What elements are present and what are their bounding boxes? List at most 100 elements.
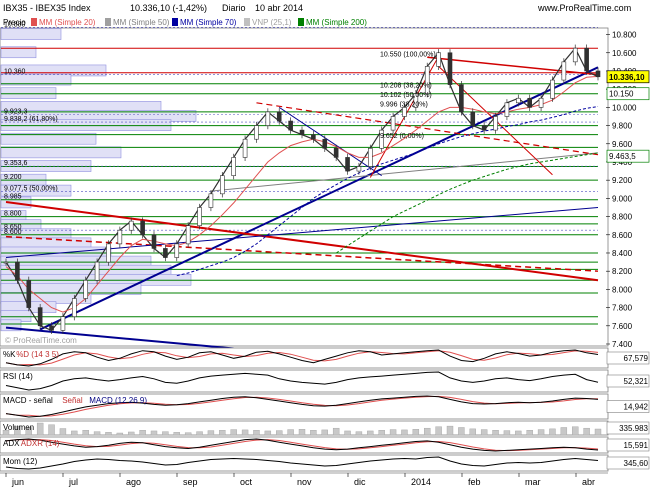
level-tag-value: 10.150	[609, 90, 634, 99]
volume-bar	[219, 430, 226, 436]
volume-bar	[93, 431, 101, 436]
price-candle-body	[584, 47, 589, 72]
indicator-last-value: 15,591	[624, 441, 649, 450]
price-candle-body	[424, 66, 430, 95]
price-candle-body	[527, 97, 532, 108]
volume-bar	[36, 422, 44, 436]
price-candle-body	[3, 261, 9, 264]
y-tick-label: 7.800	[612, 304, 633, 313]
price-candle-body	[37, 307, 43, 327]
volume-bar	[469, 428, 476, 436]
indicator-panel: ADX ADXR (14) 15,591	[0, 436, 650, 454]
volume-bar	[253, 430, 260, 436]
x-tick-label: 2014	[411, 477, 431, 487]
price-series	[3, 44, 601, 334]
price-candle-body	[459, 84, 464, 113]
last-quote: 10.336,10 (-1,42%)	[130, 3, 207, 13]
indicator-value-tag	[606, 400, 650, 413]
legend-ma50: MM (Simple 50)	[113, 18, 170, 27]
indicator-signal-line	[5, 350, 599, 366]
level-label: 8.600	[4, 229, 22, 236]
x-axis: jun jul ago sep oct nov dic 2014 feb mar abr	[0, 472, 608, 487]
price-candle-body	[402, 107, 407, 117]
volume-bar	[424, 427, 431, 436]
y-tick-label: 10.000	[612, 103, 637, 112]
volume-bar	[572, 426, 579, 436]
indicator-panel: RSI (14) 52,321	[0, 369, 650, 393]
volume-bar	[412, 429, 420, 436]
volume-profile-bar	[0, 46, 37, 59]
price-candle-body	[493, 116, 498, 131]
price-candle-body	[26, 279, 32, 308]
price-candle-body	[516, 97, 521, 104]
downtrend-dashed-line	[5, 235, 599, 272]
indicator-line	[5, 371, 599, 391]
indicator-label: ADX	[3, 439, 20, 448]
downtrend-line	[5, 201, 599, 282]
x-tick-label: oct	[240, 477, 253, 487]
price-candle-body	[140, 220, 145, 236]
indicator-last-value: 335.983	[619, 424, 648, 433]
price-panel-frame	[0, 27, 609, 347]
chart-header: IBX35 - IBEX35 Index 10.336,10 (-1,42%) …	[3, 3, 631, 13]
date-label: 10 abr 2014	[255, 3, 303, 13]
y-tick-label: 9.200	[612, 176, 633, 185]
right-axis-tags: 10.336,10 10.150 9.463,5	[606, 70, 650, 163]
volume-bar	[560, 427, 568, 436]
support-resistance-lines	[1, 26, 598, 325]
y-tick-label: 9.600	[612, 140, 633, 149]
indicator-line	[5, 438, 599, 452]
indicator-label-3: MACD (12 26 9)	[89, 396, 147, 405]
price-candle-body	[60, 316, 66, 331]
indicator-label: Volumen	[3, 423, 34, 432]
x-tick-label: ago	[126, 477, 141, 487]
y-tick-label: 8.400	[612, 249, 633, 258]
x-tick-label: nov	[297, 477, 312, 487]
fib-label: 10.102 (50,00%)	[380, 92, 432, 99]
indicator-line	[5, 349, 599, 367]
volume-bar	[492, 430, 499, 436]
volume-bar	[162, 431, 169, 436]
volume-bar	[378, 430, 385, 436]
volume-bar	[583, 427, 590, 436]
level-label: 8.985	[4, 194, 22, 201]
volume-profile-bar	[0, 184, 72, 197]
volume-bar	[515, 430, 522, 436]
volume-bar	[82, 430, 89, 436]
volume-bar	[139, 430, 146, 436]
indicator-panel: %K %D (14 3 5) 67,579	[0, 347, 650, 369]
indicator-value-tag	[606, 438, 650, 452]
level-label: 10.360	[4, 69, 26, 76]
price-candle-body	[276, 111, 282, 122]
volume-bar	[503, 430, 511, 436]
volume-bar	[446, 425, 454, 436]
x-tick-label: jun	[11, 477, 24, 487]
indicator-panel: Mom (12) 345,60	[0, 454, 650, 472]
legend-ma70: MM (Simple 70)	[180, 18, 237, 27]
indicator-last-value: 52,321	[624, 377, 649, 386]
price-candle-body	[356, 166, 362, 172]
series-line-2	[176, 106, 599, 277]
volume-bar	[367, 430, 374, 436]
level-tag	[606, 149, 650, 163]
indicator-value-tag	[606, 374, 650, 388]
watermark: © ProRealTime.com	[5, 336, 77, 345]
y-tick-label: 8.000	[612, 285, 633, 294]
x-tick-label: abr	[582, 477, 595, 487]
volume-profile-bar	[0, 73, 72, 86]
y-tick-label: 8.600	[612, 231, 633, 240]
volume-bar	[594, 428, 602, 436]
volume-bar	[401, 429, 408, 436]
price-candle-body	[481, 125, 487, 131]
site-label: www.ProRealTime.com	[537, 3, 631, 13]
instrument-name: IBX35 - IBEX35 Index	[3, 3, 91, 13]
volume-bar	[116, 432, 124, 436]
indicator-last-value: 14,942	[624, 403, 649, 412]
x-tick-label: feb	[468, 477, 481, 487]
volume-bar	[25, 427, 32, 436]
price-candle-body	[379, 129, 384, 149]
volume-profile-bar	[0, 146, 122, 159]
y-tick-label: 8.800	[612, 213, 633, 222]
level-label: 9.077,5 (50,00%)	[4, 185, 58, 192]
price-candle-body	[345, 157, 350, 172]
